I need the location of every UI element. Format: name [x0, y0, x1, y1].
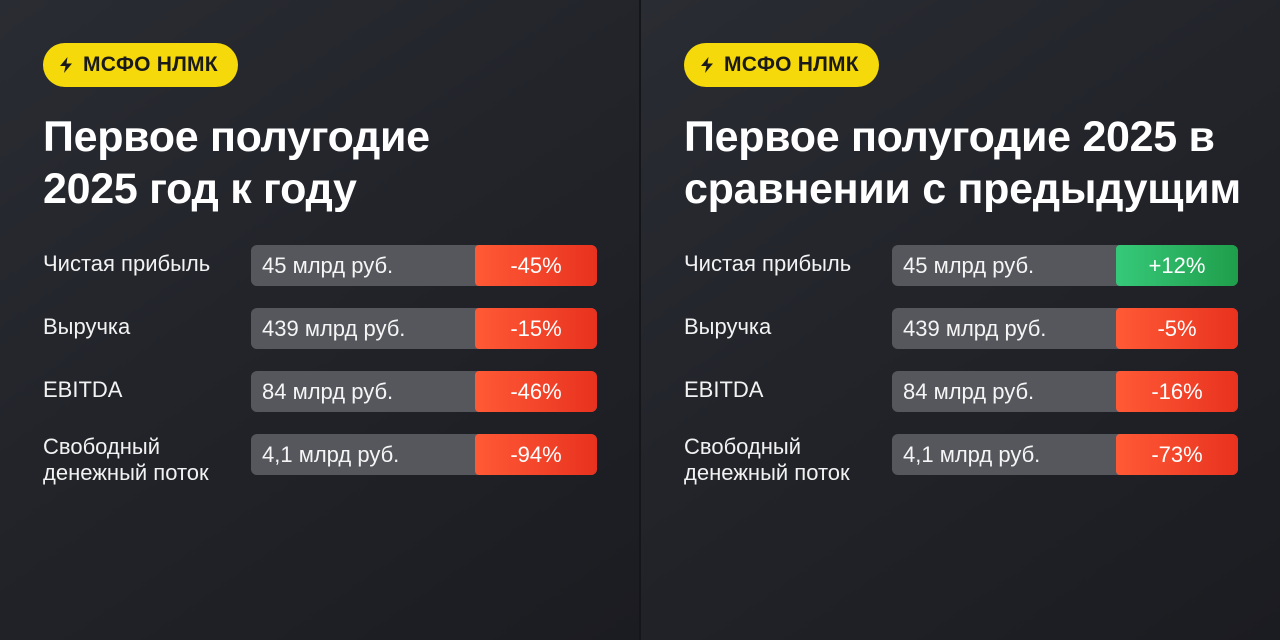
metric-value: 439 млрд руб.: [903, 316, 1047, 341]
metric-change: -5%: [1116, 308, 1238, 349]
metric-bar: 84 млрд руб. -46%: [251, 371, 597, 412]
metric-label: EBITDA: [43, 377, 123, 402]
metric-label: EBITDA: [684, 377, 764, 402]
metric-bar: 4,1 млрд руб. -94%: [251, 434, 597, 475]
panel-vs-previous: МСФО НЛМК Первое полугодие 2025 в сравне…: [641, 0, 1280, 640]
metric-label: Свободный денежный поток: [684, 434, 892, 486]
panel-title: Первое полугодие 2025 год к году: [43, 111, 623, 215]
metric-bar: 439 млрд руб. -5%: [892, 308, 1238, 349]
panel-year-over-year: МСФО НЛМК Первое полугодие 2025 год к го…: [0, 0, 639, 640]
badge: МСФО НЛМК: [684, 43, 879, 87]
badge: МСФО НЛМК: [43, 43, 238, 87]
metric-row-revenue: Выручка 439 млрд руб. -15%: [43, 308, 639, 349]
metric-bar: 45 млрд руб. +12%: [892, 245, 1238, 286]
metric-bar: 45 млрд руб. -45%: [251, 245, 597, 286]
metric-change: -46%: [475, 371, 597, 412]
badge-label: МСФО НЛМК: [83, 53, 218, 76]
title-line-2: 2025 год к году: [43, 165, 357, 213]
metrics-list: Чистая прибыль 45 млрд руб. -45% Выручка…: [43, 245, 639, 486]
metric-change: -16%: [1116, 371, 1238, 412]
metric-label: Выручка: [684, 314, 772, 339]
lightning-icon: [701, 57, 713, 73]
metric-change: -73%: [1116, 434, 1238, 475]
metric-bar: 4,1 млрд руб. -73%: [892, 434, 1238, 475]
metric-value: 4,1 млрд руб.: [262, 442, 400, 467]
metric-row-net-profit: Чистая прибыль 45 млрд руб. +12%: [684, 245, 1280, 286]
metric-value: 45 млрд руб.: [903, 253, 1035, 278]
metric-change: -45%: [475, 245, 597, 286]
lightning-icon: [60, 57, 72, 73]
metric-label: Выручка: [43, 314, 131, 339]
metric-row-free-cash-flow: Свободный денежный поток 4,1 млрд руб. -…: [684, 434, 1280, 486]
metric-row-ebitda: EBITDA 84 млрд руб. -46%: [43, 371, 639, 412]
metric-label-line-1: Свободный: [684, 434, 802, 459]
metric-bar: 439 млрд руб. -15%: [251, 308, 597, 349]
metric-label: Чистая прибыль: [43, 251, 211, 276]
metric-change: -94%: [475, 434, 597, 475]
metric-change: +12%: [1116, 245, 1238, 286]
metric-label-line-2: денежный поток: [43, 460, 209, 485]
metric-label: Чистая прибыль: [684, 251, 852, 276]
metric-value: 84 млрд руб.: [903, 379, 1035, 404]
metric-row-free-cash-flow: Свободный денежный поток 4,1 млрд руб. -…: [43, 434, 639, 486]
badge-label: МСФО НЛМК: [724, 53, 859, 76]
panel-title: Первое полугодие 2025 в сравнении с пред…: [684, 111, 1264, 215]
metrics-list: Чистая прибыль 45 млрд руб. +12% Выручка…: [684, 245, 1280, 486]
title-line-1: Первое полугодие: [43, 113, 430, 161]
metric-change: -15%: [475, 308, 597, 349]
title-line-1: Первое полугодие 2025 в: [684, 113, 1215, 161]
metric-label-line-2: денежный поток: [684, 460, 850, 485]
metric-row-ebitda: EBITDA 84 млрд руб. -16%: [684, 371, 1280, 412]
metric-row-revenue: Выручка 439 млрд руб. -5%: [684, 308, 1280, 349]
metric-value: 84 млрд руб.: [262, 379, 394, 404]
metric-bar: 84 млрд руб. -16%: [892, 371, 1238, 412]
metric-value: 439 млрд руб.: [262, 316, 406, 341]
metric-value: 4,1 млрд руб.: [903, 442, 1041, 467]
metric-value: 45 млрд руб.: [262, 253, 394, 278]
metric-label-line-1: Свободный: [43, 434, 161, 459]
title-line-2: сравнении с предыдущим: [684, 165, 1241, 213]
metric-row-net-profit: Чистая прибыль 45 млрд руб. -45%: [43, 245, 639, 286]
metric-label: Свободный денежный поток: [43, 434, 251, 486]
